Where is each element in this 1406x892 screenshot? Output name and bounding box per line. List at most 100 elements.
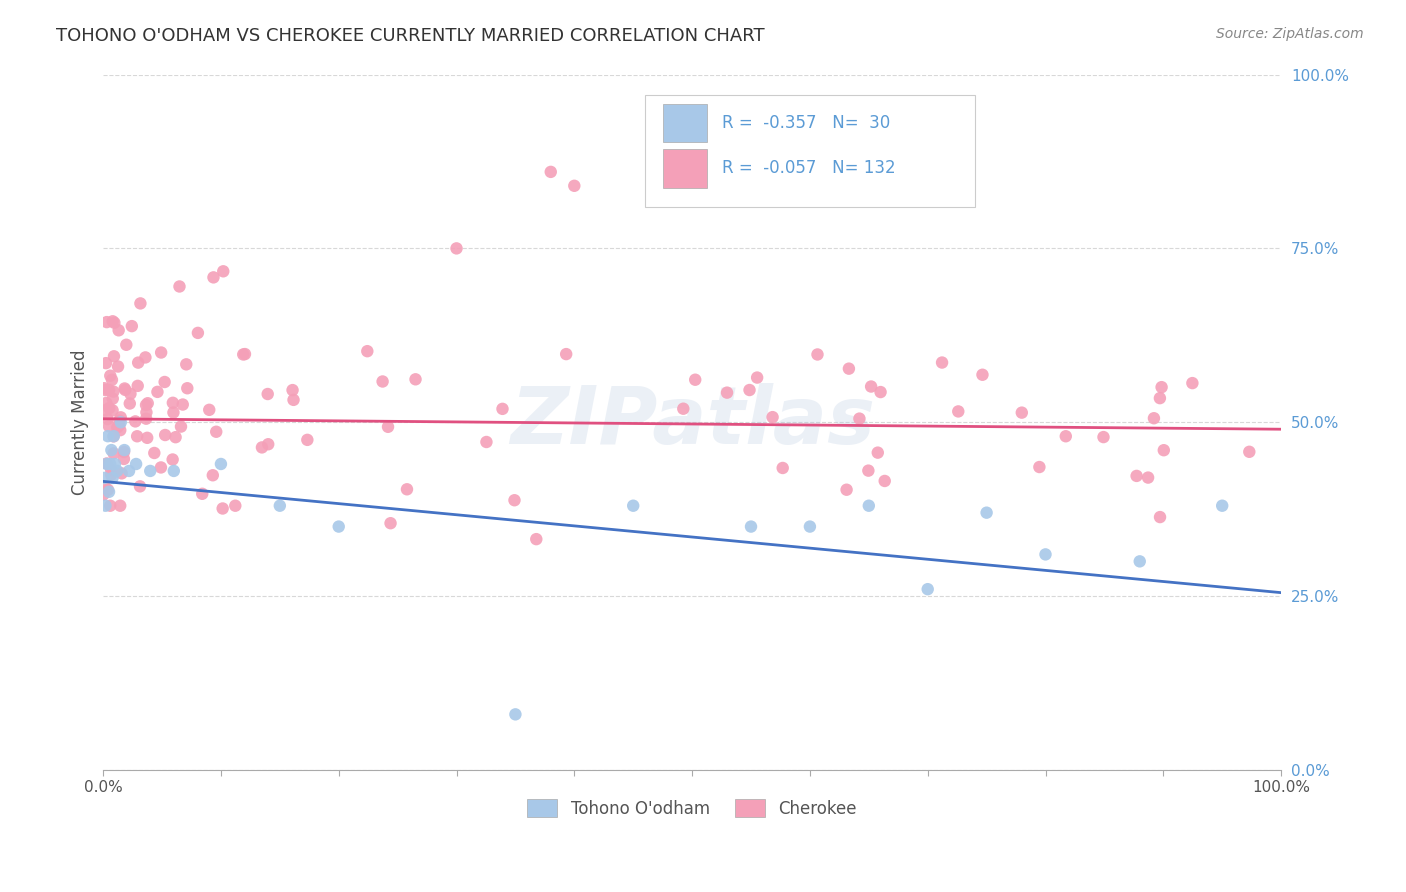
Point [93, 381, 115, 395]
Bar [662, 104, 707, 143]
Point [96, 412, 118, 426]
Text: R =  -0.357   N=  30: R = -0.357 N= 30 [721, 114, 890, 132]
Point [1149, 391, 1171, 405]
Point [107, 359, 129, 374]
Point [108, 413, 131, 427]
Point [747, 370, 769, 384]
Point [257, 437, 280, 451]
Point [114, 382, 136, 396]
Point [97, 429, 120, 443]
Point [233, 347, 256, 361]
Point [380, 516, 402, 531]
Point [169, 279, 191, 293]
Point [1035, 548, 1057, 562]
Point [281, 383, 304, 397]
Point [555, 347, 578, 361]
Point [112, 443, 135, 458]
Point [562, 178, 585, 193]
Point [1211, 499, 1233, 513]
Point [1129, 554, 1152, 568]
Point [475, 435, 498, 450]
Point [94, 499, 117, 513]
Text: R =  -0.057   N= 132: R = -0.057 N= 132 [721, 160, 896, 178]
Point [115, 338, 138, 352]
Point [866, 445, 889, 459]
Point [405, 372, 427, 386]
Point [491, 401, 513, 416]
Point [860, 379, 883, 393]
Point [297, 433, 319, 447]
Point [129, 479, 152, 493]
Legend: Tohono O'odham, Cherokee: Tohono O'odham, Cherokee [520, 793, 863, 824]
Point [100, 467, 122, 482]
Point [738, 383, 761, 397]
Point [621, 499, 644, 513]
Point [806, 347, 828, 361]
Point [94, 403, 117, 417]
Point [201, 468, 224, 483]
Point [848, 411, 870, 425]
Point [683, 373, 706, 387]
Point [1150, 380, 1173, 394]
Point [98, 484, 121, 499]
Point [98, 383, 121, 397]
Point [1137, 470, 1160, 484]
Point [143, 446, 166, 460]
Point [127, 356, 149, 370]
Point [93, 488, 115, 502]
Point [202, 270, 225, 285]
Point [134, 351, 156, 365]
Point [446, 241, 468, 255]
Point [97, 483, 120, 497]
Point [283, 392, 305, 407]
Point [98, 401, 121, 415]
Point [101, 373, 124, 387]
Bar [662, 149, 707, 187]
Point [371, 375, 394, 389]
Y-axis label: Currently Married: Currently Married [72, 350, 89, 495]
Point [96, 457, 118, 471]
Point [163, 464, 186, 478]
Point [205, 425, 228, 439]
Point [917, 582, 939, 597]
Point [103, 316, 125, 330]
Point [672, 401, 695, 416]
Point [772, 461, 794, 475]
Point [150, 345, 173, 359]
Point [101, 314, 124, 328]
Point [110, 499, 132, 513]
Point [136, 396, 159, 410]
Point [103, 429, 125, 443]
Point [1125, 469, 1147, 483]
Point [135, 398, 157, 412]
Point [97, 419, 120, 434]
Point [540, 165, 562, 179]
Point [395, 483, 418, 497]
Text: ZIPatlas: ZIPatlas [509, 384, 875, 461]
Point [212, 264, 235, 278]
Point [98, 368, 121, 383]
Point [127, 429, 149, 443]
Point [356, 344, 378, 359]
Point [146, 384, 169, 399]
Point [191, 487, 214, 501]
Point [112, 452, 135, 467]
Point [948, 404, 970, 418]
Point [98, 499, 121, 513]
Point [211, 501, 233, 516]
Point [328, 519, 350, 533]
Point [873, 474, 896, 488]
Point [740, 519, 762, 533]
Point [1092, 430, 1115, 444]
Point [149, 460, 172, 475]
Point [110, 415, 132, 429]
Point [111, 467, 134, 481]
Point [135, 411, 157, 425]
Point [100, 443, 122, 458]
Point [269, 499, 291, 513]
Point [96, 315, 118, 329]
Point [103, 429, 125, 443]
Point [100, 463, 122, 477]
Point [125, 457, 148, 471]
Point [716, 385, 738, 400]
